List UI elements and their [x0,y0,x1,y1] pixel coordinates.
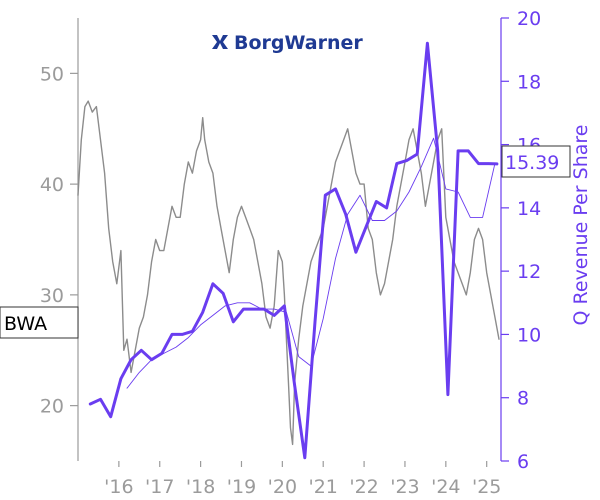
borgwarner-logo-icon [212,35,228,49]
left-tick-label: 40 [40,174,64,196]
ticker-label-frame [0,306,79,339]
left-tick-label: 50 [40,63,64,85]
right-tick-label: 20 [517,8,541,30]
x-tick-label: '17 [145,476,174,498]
price-line [77,100,500,446]
last-value-label: 15.39 [505,152,559,174]
x-tick-label: '22 [349,476,378,498]
last-value-frame [501,145,571,178]
x-axis-ticks: '16 '17 '18 '19 '20 '21 '22 '23 '24 '25 [104,461,501,498]
logo: BorgWarner [212,32,363,54]
x-tick-label: '25 [472,476,501,498]
right-tick-label: 8 [517,388,529,410]
ticker-label-box: BWA [0,306,79,339]
x-tick-label: '18 [186,476,215,498]
x-tick-label: '24 [431,476,460,498]
logo-text: BorgWarner [234,32,363,54]
left-axis-ticks: 20 30 40 50 [40,63,78,418]
x-tick-label: '21 [309,476,338,498]
last-value-box: 15.39 [501,145,571,178]
right-axis-label: Q Revenue Per Share [570,125,592,326]
right-tick-label: 6 [517,451,529,473]
x-tick-label: '23 [390,476,419,498]
series-layer [77,41,500,460]
left-tick-label: 30 [40,285,64,307]
revenue-line [88,41,499,460]
ticker-label: BWA [4,313,47,335]
right-tick-label: 14 [517,198,541,220]
right-axis-ticks: 68101214161820 [501,8,541,473]
right-tick-label: 12 [517,261,541,283]
x-tick-label: '20 [268,476,297,498]
x-tick-label: '16 [104,476,133,498]
right-tick-label: 10 [517,324,541,346]
left-tick-label: 20 [40,396,64,418]
revenue-moving-average-line [126,137,496,389]
right-tick-label: 18 [517,71,541,93]
x-tick-label: '19 [227,476,256,498]
